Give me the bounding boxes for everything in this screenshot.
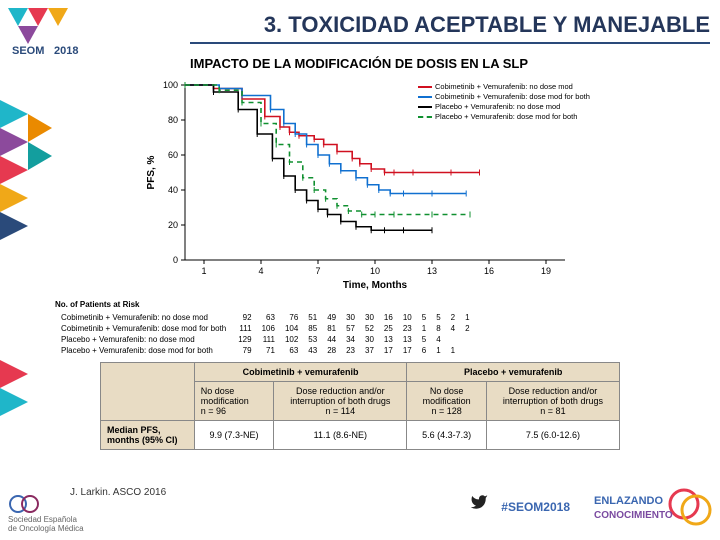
enlazando-logo: ENLAZANDO CONOCIMIENTO [592, 484, 712, 534]
legend-item: Cobimetinib + Vemurafenib: no dose mod [418, 82, 590, 92]
svg-text:4: 4 [258, 266, 263, 276]
svg-text:100: 100 [163, 80, 178, 90]
citation: J. Larkin. ASCO 2016 [70, 487, 166, 498]
side-decoration [0, 100, 55, 420]
svg-text:20: 20 [168, 220, 178, 230]
risk-row: Placebo + Vemurafenib: dose mod for both… [57, 346, 474, 355]
summary-table: Cobimetinib + vemurafenibPlacebo + vemur… [100, 362, 620, 450]
summary-col-header: Dose reduction and/or interruption of bo… [486, 382, 619, 421]
subtitle: IMPACTO DE LA MODIFICACIÓN DE DOSIS EN L… [190, 56, 528, 71]
chart-legend: Cobimetinib + Vemurafenib: no dose modCo… [418, 82, 590, 123]
svg-text:0: 0 [173, 255, 178, 265]
event-logo: SEOM 2018 [8, 8, 108, 58]
svg-text:ENLAZANDO: ENLAZANDO [594, 495, 663, 507]
svg-text:PFS, %: PFS, % [146, 155, 157, 189]
svg-text:10: 10 [370, 266, 380, 276]
svg-text:CONOCIMIENTO: CONOCIMIENTO [594, 510, 673, 521]
footer-logo-text: Sociedad Española de Oncología Médica [8, 516, 84, 534]
hashtag: #SEOM2018 [501, 500, 570, 514]
svg-text:13: 13 [427, 266, 437, 276]
footer-logo: Sociedad Española de Oncología Médica [8, 494, 84, 534]
title-bar: 3. TOXICIDAD ACEPTABLE Y MANEJABLE [190, 12, 710, 44]
twitter-icon [470, 493, 488, 516]
risk-row: Cobimetinib + Vemurafenib: dose mod for … [57, 324, 474, 333]
legend-item: Cobimetinib + Vemurafenib: dose mod for … [418, 92, 590, 102]
svg-text:1: 1 [201, 266, 206, 276]
risk-table: No. of Patients at Risk Cobimetinib + Ve… [55, 300, 476, 357]
summary-group-header: Placebo + vemurafenib [407, 363, 620, 382]
svg-text:SEOM: SEOM [12, 45, 44, 57]
svg-text:2018: 2018 [54, 45, 78, 57]
summary-col-header: Dose reduction and/or interruption of bo… [274, 382, 407, 421]
summary-col-header: No dose modification n = 128 [407, 382, 487, 421]
risk-row: Cobimetinib + Vemurafenib: no dose mod92… [57, 313, 474, 322]
svg-text:19: 19 [541, 266, 551, 276]
risk-row: Placebo + Vemurafenib: no dose mod129111… [57, 335, 474, 344]
risk-header: No. of Patients at Risk [55, 300, 476, 309]
svg-text:80: 80 [168, 115, 178, 125]
legend-item: Placebo + Vemurafenib: no dose mod [418, 102, 590, 112]
svg-text:60: 60 [168, 150, 178, 160]
svg-text:40: 40 [168, 185, 178, 195]
summary-row: Median PFS, months (95% CI)9.9 (7.3-NE)1… [101, 421, 620, 450]
summary-col-header: No dose modification n = 96 [194, 382, 274, 421]
svg-text:Time, Months: Time, Months [343, 280, 408, 291]
page-title: 3. TOXICIDAD ACEPTABLE Y MANEJABLE [190, 12, 710, 38]
svg-text:7: 7 [315, 266, 320, 276]
summary-group-header: Cobimetinib + vemurafenib [194, 363, 407, 382]
legend-item: Placebo + Vemurafenib: dose mod for both [418, 112, 590, 122]
svg-text:16: 16 [484, 266, 494, 276]
